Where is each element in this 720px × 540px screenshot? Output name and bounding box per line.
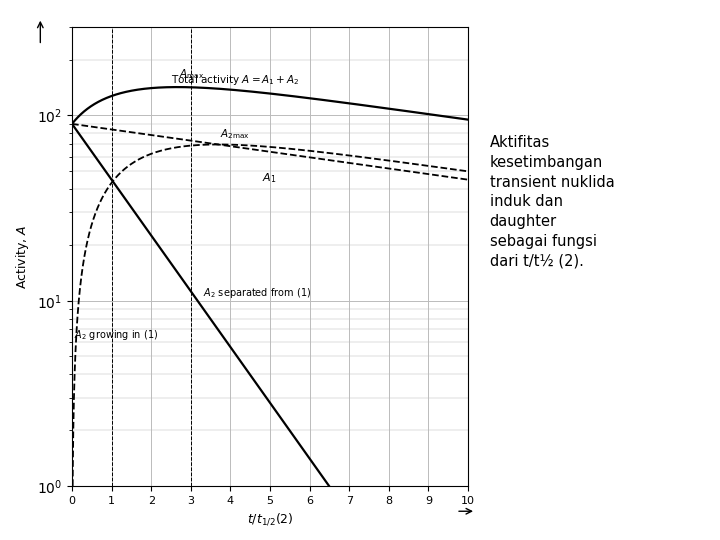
Text: $A_2$ growing in (1): $A_2$ growing in (1) bbox=[74, 328, 158, 342]
Text: $A_1$: $A_1$ bbox=[262, 171, 276, 185]
Text: $A_2$ separated from (1): $A_2$ separated from (1) bbox=[203, 286, 311, 300]
Text: $A_{2\mathrm{max}}$: $A_{2\mathrm{max}}$ bbox=[220, 127, 250, 140]
X-axis label: $t/t_{1/2}(2)$: $t/t_{1/2}(2)$ bbox=[247, 511, 293, 527]
Text: $A_\mathrm{max}$: $A_\mathrm{max}$ bbox=[179, 67, 204, 81]
Text: Total activity $A = A_1 + A_2$: Total activity $A = A_1 + A_2$ bbox=[171, 73, 300, 87]
Y-axis label: Activity, $A$: Activity, $A$ bbox=[14, 224, 32, 289]
Text: Aktifitas
kesetimbangan
transient nuklida
induk dan
daughter
sebagai fungsi
dari: Aktifitas kesetimbangan transient nuklid… bbox=[490, 135, 614, 269]
